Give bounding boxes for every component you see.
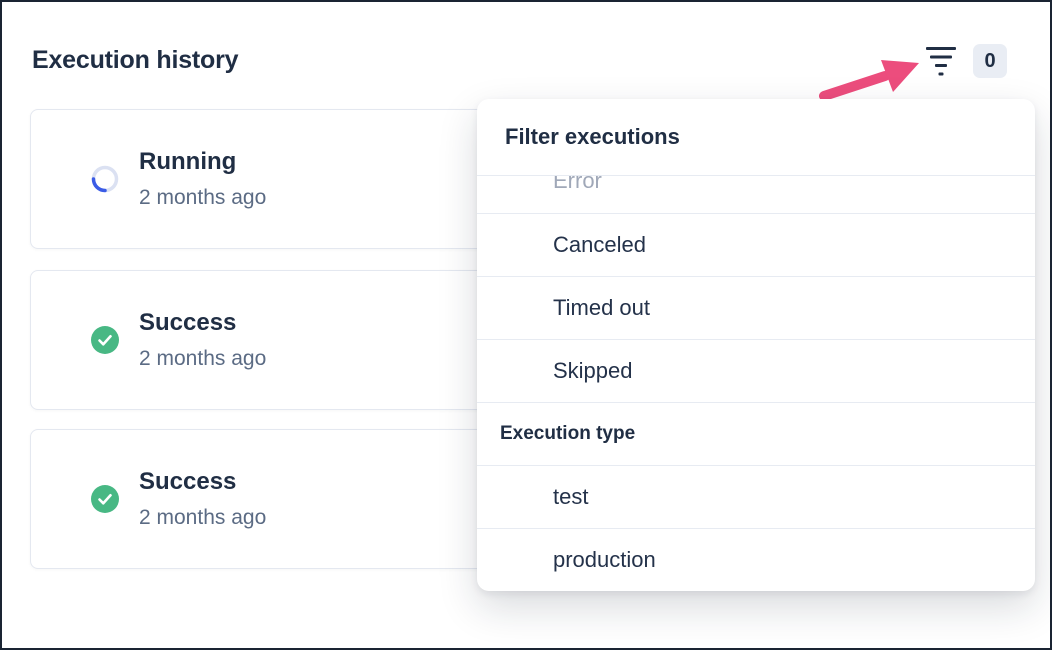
- execution-type-section-label: Execution type: [477, 402, 1035, 465]
- filter-popover: Filter executions Error Canceled Timed o…: [477, 99, 1035, 591]
- filter-popover-title: Filter executions: [477, 99, 1035, 176]
- annotation-arrow-icon: [819, 60, 919, 101]
- execution-timestamp: 2 months ago: [139, 347, 267, 370]
- filter-option-skipped[interactable]: Skipped: [477, 339, 1035, 402]
- execution-timestamp: 2 months ago: [139, 186, 267, 209]
- filter-option-label: test: [553, 484, 589, 509]
- execution-timestamp: 2 months ago: [139, 506, 267, 529]
- execution-status: Success: [139, 468, 237, 495]
- filter-count-badge: 0: [973, 44, 1007, 78]
- filter-option-label: Error: [553, 176, 602, 193]
- filter-icon[interactable]: [925, 46, 957, 77]
- filter-option-label: Skipped: [553, 358, 633, 383]
- filter-option-label: Timed out: [553, 295, 651, 320]
- check-circle-icon: [91, 485, 119, 513]
- filter-option-production[interactable]: production: [477, 528, 1035, 591]
- filter-option-timed-out[interactable]: Timed out: [477, 276, 1035, 339]
- spinner-icon: [91, 165, 119, 193]
- execution-status: Success: [139, 309, 237, 336]
- filter-option-label: production: [553, 547, 656, 572]
- page-title: Execution history: [32, 46, 239, 74]
- execution-status: Running: [139, 148, 237, 175]
- filter-option-label: Canceled: [553, 232, 646, 257]
- filter-option-test[interactable]: test: [477, 465, 1035, 528]
- filter-option-canceled[interactable]: Canceled: [477, 213, 1035, 276]
- check-circle-icon: [91, 326, 119, 354]
- filter-option-error[interactable]: Error: [477, 176, 1035, 213]
